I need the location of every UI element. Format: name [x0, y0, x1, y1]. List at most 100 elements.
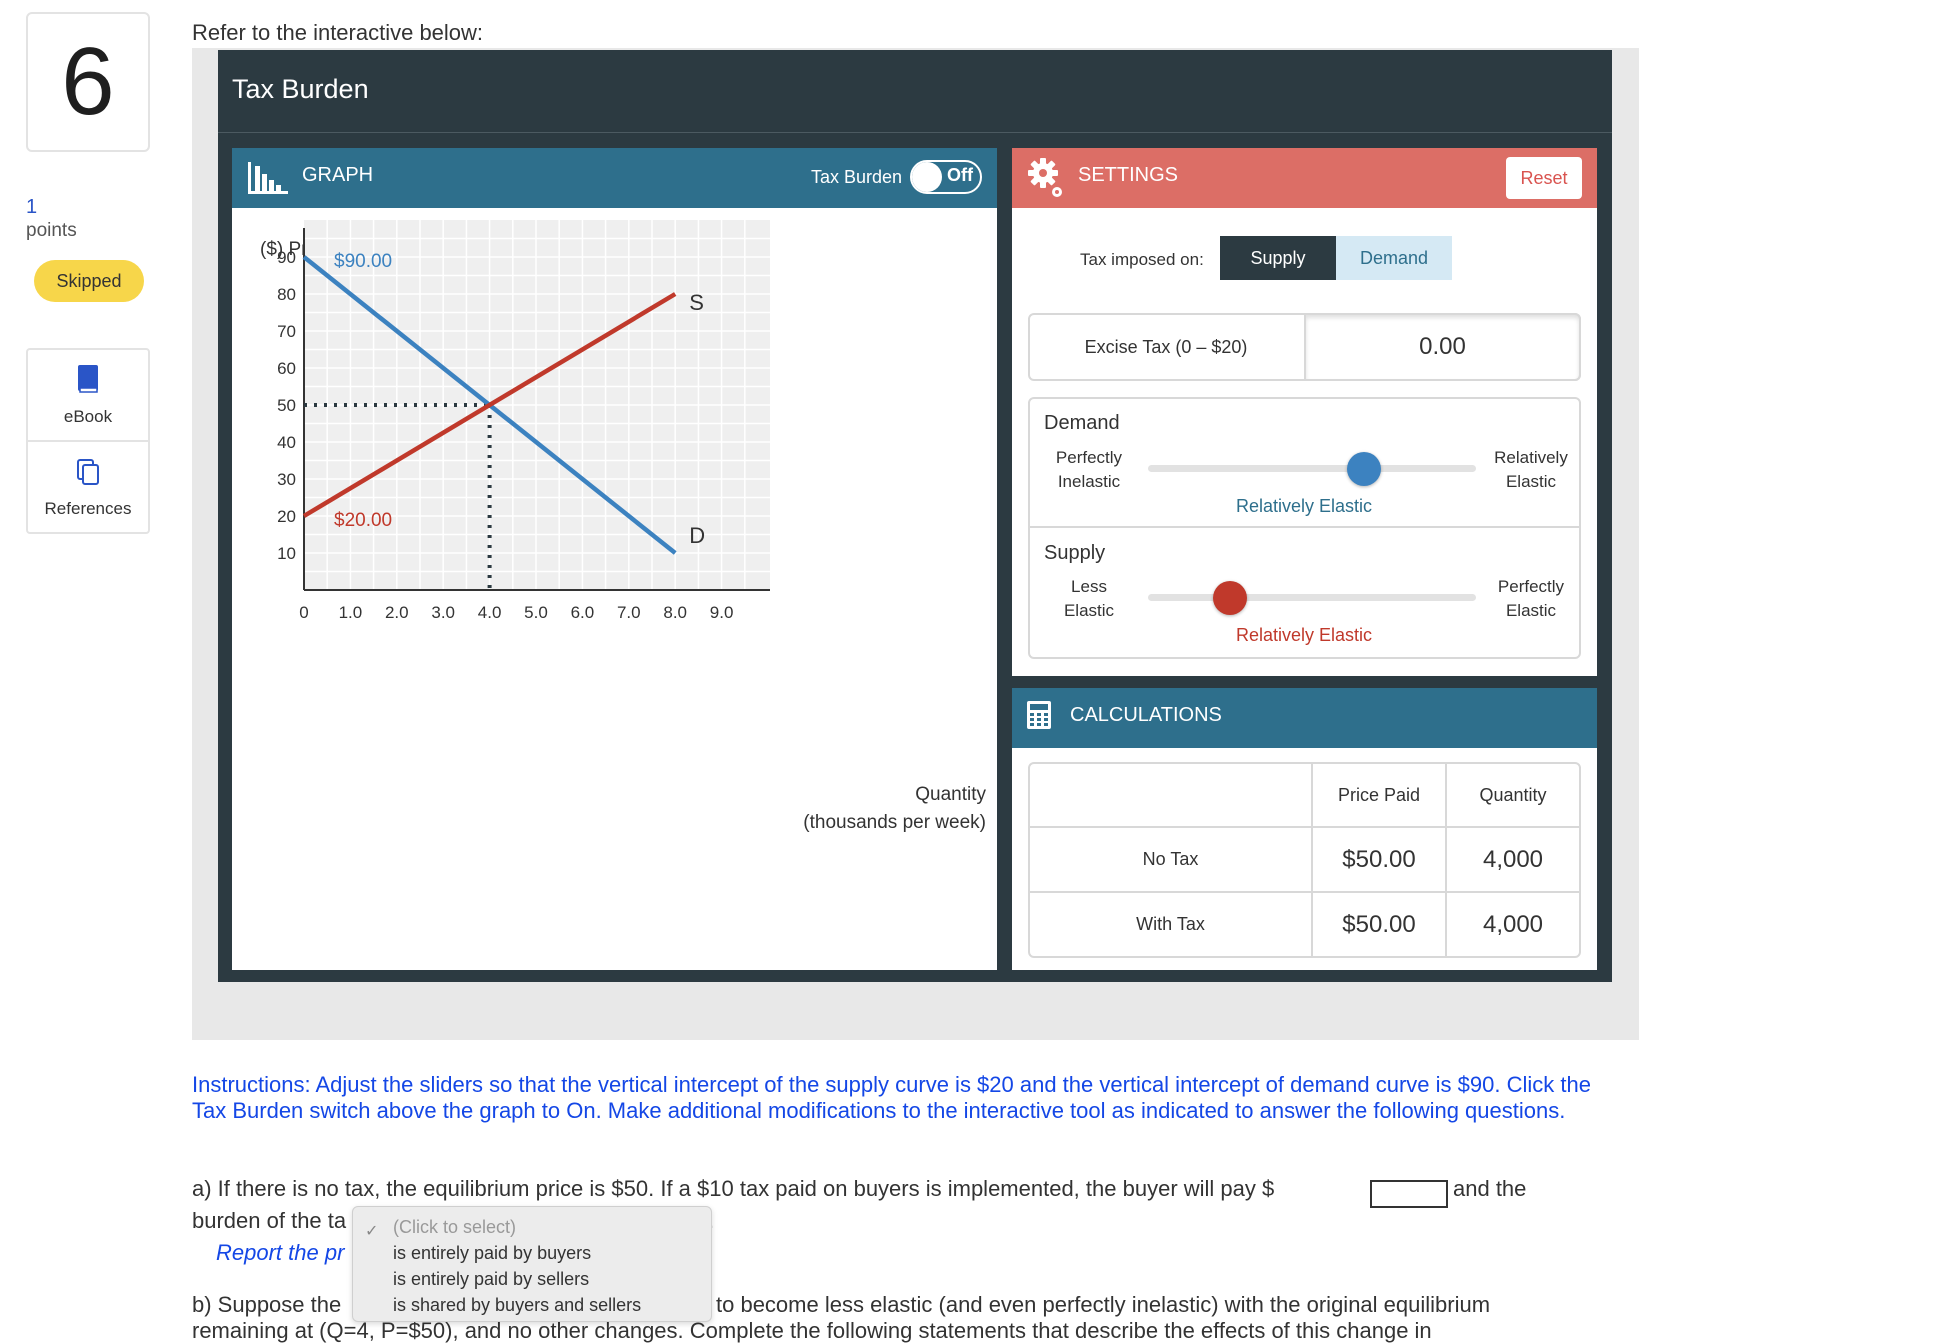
- dropdown-option-shared[interactable]: is shared by buyers and sellers: [393, 1295, 642, 1315]
- tax-imposed-label: Tax imposed on:: [1080, 250, 1204, 269]
- demand-left-line1: Perfectly: [1055, 448, 1123, 467]
- copy-icon: [76, 458, 100, 491]
- x-axis-label-line2: (thousands per week): [803, 812, 986, 833]
- check-icon: ✓: [365, 1223, 379, 1240]
- table-divider: [1030, 826, 1579, 828]
- demand-curve-label: D: [689, 523, 705, 548]
- supply-left-line2: Elastic: [1063, 601, 1115, 620]
- graph-header: [232, 148, 997, 208]
- settings-header-label: SETTINGS: [1078, 164, 1179, 186]
- table-divider: [1445, 764, 1447, 956]
- interactive-title: Tax Burden: [232, 74, 369, 104]
- y-tick-label: 40: [277, 433, 296, 452]
- supply-slider-track[interactable]: [1148, 594, 1476, 601]
- demand-slider-track[interactable]: [1148, 465, 1476, 472]
- supply-right-label: Perfectly Elastic: [1484, 575, 1578, 623]
- supply-slider-title: Supply: [1044, 542, 1106, 564]
- x-tick-label: 3.0: [431, 603, 455, 622]
- elasticity-sliders: [1028, 397, 1581, 659]
- instructions-text: Instructions: Adjust the sliders so that…: [192, 1072, 1591, 1123]
- demand-elasticity-value: Relatively Elastic: [1235, 496, 1373, 516]
- part-b-start: b) Suppose the: [192, 1292, 342, 1317]
- x-tick-label: 5.0: [524, 603, 548, 622]
- table-divider: [1311, 764, 1313, 956]
- buyer-pays-input[interactable]: [1370, 1180, 1448, 1208]
- bar-chart-icon: [246, 160, 290, 201]
- references-label: References: [44, 498, 132, 518]
- ebook-button[interactable]: eBook: [28, 350, 148, 442]
- y-tick-label: 20: [277, 507, 296, 526]
- toggle-state: Off: [947, 165, 973, 185]
- excise-tax-label: Excise Tax (0 – $20): [1084, 337, 1248, 357]
- supply-elasticity-value: Relatively Elastic: [1235, 625, 1373, 645]
- graph-header-label: GRAPH: [302, 164, 374, 186]
- x-tick-label: 4.0: [478, 603, 502, 622]
- ebook-label: eBook: [63, 406, 113, 426]
- supply-slider-handle[interactable]: [1213, 581, 1247, 615]
- y-tick-label: 90: [277, 248, 296, 267]
- part-a-tail: and the: [1453, 1176, 1527, 1201]
- title-divider: [218, 132, 1612, 133]
- dropdown-option-buyers[interactable]: is entirely paid by buyers: [393, 1243, 592, 1263]
- y-tick-label: 70: [277, 322, 296, 341]
- points-label: points: [26, 220, 77, 241]
- tax-on-demand-button[interactable]: Demand: [1336, 236, 1452, 280]
- intro-text: Refer to the interactive below:: [192, 20, 484, 45]
- x-tick-label: 0: [299, 603, 308, 622]
- excise-tax-input[interactable]: 0.00: [1304, 313, 1581, 381]
- demand-slider-title: Demand: [1044, 412, 1120, 434]
- demand-left-label: Perfectly Inelastic: [1040, 446, 1138, 494]
- calculations-header-label: CALCULATIONS: [1070, 704, 1222, 726]
- y-tick-label: 50: [277, 396, 296, 415]
- toggle-knob[interactable]: [912, 162, 942, 192]
- demand-slider-handle[interactable]: [1347, 452, 1382, 486]
- demand-right-line2: Elastic: [1505, 472, 1557, 491]
- column-header-price-paid: Price Paid: [1337, 784, 1421, 805]
- calculations-table: [1028, 762, 1581, 958]
- row-label-with-tax: With Tax: [1136, 914, 1205, 934]
- tax-on-supply-button[interactable]: Supply: [1220, 236, 1336, 280]
- column-header-quantity: Quantity: [1479, 784, 1547, 805]
- with-tax-price: $50.00: [1342, 910, 1416, 938]
- table-divider: [1030, 891, 1579, 893]
- row-label-no-tax: No Tax: [1142, 849, 1199, 869]
- settings-header: [1012, 148, 1597, 208]
- x-tick-label: 2.0: [385, 603, 409, 622]
- calculator-icon: [1026, 700, 1052, 735]
- part-b-end: to become less elastic (and even perfect…: [716, 1292, 1491, 1317]
- supply-curve: [302, 292, 677, 518]
- dropdown-placeholder[interactable]: (Click to select): [393, 1217, 517, 1237]
- y-tick-label: 30: [277, 470, 296, 489]
- reset-button[interactable]: Reset: [1506, 157, 1582, 199]
- demand-left-line2: Inelastic: [1057, 472, 1121, 491]
- calculations-body: [1012, 748, 1597, 970]
- part-a-question: a) If there is no tax, the equilibrium p…: [192, 1176, 1275, 1201]
- tools-panel: eBook References: [26, 348, 150, 534]
- references-button[interactable]: References: [28, 442, 148, 534]
- dropdown-option-sellers[interactable]: is entirely paid by sellers: [393, 1269, 590, 1289]
- no-tax-price: $50.00: [1342, 845, 1416, 873]
- demand-right-label: Relatively Elastic: [1484, 446, 1578, 494]
- slider-divider: [1030, 526, 1579, 528]
- report-note: Report the pr: [216, 1240, 345, 1265]
- tax-burden-dropdown[interactable]: ✓ (Click to select) is entirely paid by …: [352, 1206, 712, 1322]
- x-axis-label-line1: Quantity: [915, 784, 986, 805]
- supply-right-line1: Perfectly: [1497, 577, 1565, 596]
- calculations-header: [1012, 688, 1597, 748]
- tax-burden-label: Tax Burden: [811, 167, 903, 187]
- y-tick-label: 60: [277, 359, 296, 378]
- x-tick-label: 1.0: [339, 603, 363, 622]
- points-value: 1: [26, 196, 38, 218]
- supply-left-line1: Less: [1071, 577, 1107, 596]
- x-tick-label: 7.0: [617, 603, 641, 622]
- book-icon: [77, 364, 99, 399]
- y-tick-label: 80: [277, 285, 296, 304]
- supply-intercept-label: $20.00: [334, 510, 392, 531]
- no-tax-quantity: 4,000: [1482, 845, 1544, 873]
- gear-icon: [1026, 156, 1066, 207]
- supply-right-line2: Elastic: [1505, 601, 1557, 620]
- with-tax-quantity: 4,000: [1482, 910, 1544, 938]
- demand-right-line1: Relatively: [1494, 448, 1568, 467]
- demand-intercept-label: $90.00: [334, 251, 392, 272]
